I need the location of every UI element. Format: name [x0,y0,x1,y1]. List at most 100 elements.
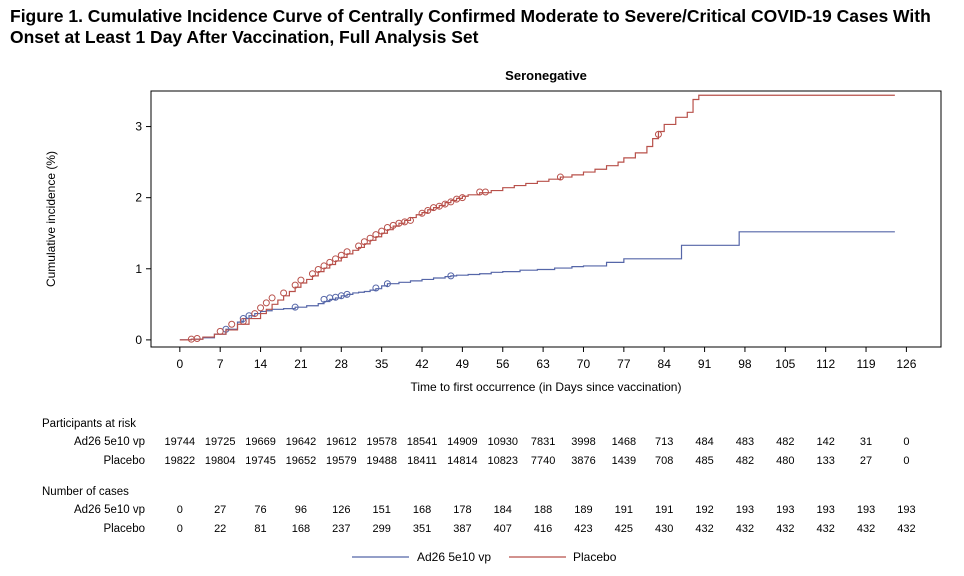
risk_table-title: Participants at risk [42,418,136,430]
risk_table-cell: 133 [816,455,834,467]
cases_table-cell: 191 [655,504,673,516]
censor-point-placebo [458,194,466,202]
cases_table-cell: 432 [776,523,794,535]
cases_table-cell: 432 [736,523,754,535]
censor-point-placebo [378,227,386,235]
censor-point-placebo [326,258,334,266]
risk_table-cell: 19578 [366,436,397,448]
risk_table-cell: 482 [736,455,754,467]
censor-point-placebo [262,299,270,307]
censor-point-placebo [291,281,299,289]
y-tick-label: 1 [135,262,142,276]
censor-point-placebo [239,317,247,325]
risk_table-cell: 19669 [245,436,276,448]
cases_table-cell: 189 [574,504,592,516]
risk_table-cell: 142 [816,436,834,448]
risk_table-cell: 19579 [326,455,357,467]
cases_table-cell: 192 [695,504,713,516]
cases_table-cell: 423 [574,523,592,535]
x-tick-label: 63 [536,357,550,371]
cases_table-cell: 0 [177,523,183,535]
censor-point-placebo [297,276,305,284]
censor-point-placebo [257,304,265,312]
risk_table-cell: 3876 [571,455,595,467]
risk_table-cell: 19725 [205,436,236,448]
risk_table-cell: 10823 [487,455,518,467]
y-tick-label: 0 [135,333,142,347]
cases_table-cell: 193 [816,504,834,516]
risk_table-cell: 7831 [531,436,555,448]
x-tick-label: 91 [698,357,712,371]
risk_table-cell: 19642 [286,436,317,448]
x-tick-label: 84 [658,357,672,371]
risk_table-cell: 485 [695,455,713,467]
x-tick-label: 0 [176,357,183,371]
cases_table-cell: 151 [372,504,390,516]
x-tick-label: 126 [896,357,916,371]
x-tick-label: 42 [415,357,429,371]
series-line-placebo [179,94,895,341]
x-tick-label: 119 [856,357,875,371]
risk_table-cell: 1439 [612,455,636,467]
risk_table-cell: 18541 [407,436,438,448]
censor-point-placebo [216,327,224,335]
censor-point-vaccine [239,315,247,323]
x-tick-label: 112 [816,357,835,371]
risk_table-cell: 483 [736,436,754,448]
cases_table-cell: 430 [655,523,673,535]
legend-label-vaccine: Ad26 5e10 vp [417,550,491,564]
cases_table-cell: 81 [254,523,266,535]
y-axis-label: Cumulative incidence (%) [44,151,58,287]
risk_table-cell: 14909 [447,436,478,448]
censor-point-placebo [366,234,374,242]
risk_table-cell: 10930 [487,436,518,448]
cases_table-cell: 407 [494,523,512,535]
cases_table-cell: 299 [372,523,390,535]
cases_table-cell: 351 [413,523,431,535]
censor-point-placebo [193,334,201,342]
censor-point-placebo [447,198,455,206]
risk_table-cell: 0 [903,436,909,448]
cases_table-cell: 425 [615,523,633,535]
x-tick-label: 49 [456,357,470,371]
cases_table-cell: 191 [615,504,633,516]
cases_table-cell: 168 [292,523,310,535]
x-tick-label: 77 [617,357,631,371]
risk_table-cell: 19488 [366,455,397,467]
censor-point-placebo [418,209,426,217]
censor-point-placebo [343,248,351,256]
x-tick-label: 7 [217,357,224,371]
risk_table-row-label: Ad26 5e10 vp [74,436,145,448]
censor-point-placebo [424,206,432,214]
censor-point-placebo [251,310,259,318]
risk_table-cell: 0 [903,455,909,467]
cases_table-cell: 184 [494,504,512,516]
censor-point-placebo [337,251,345,259]
cases_table-cell: 76 [254,504,266,516]
censor-point-placebo [654,130,662,138]
x-tick-label: 105 [775,357,795,371]
risk_table-cell: 480 [776,455,794,467]
censor-point-placebo [406,216,414,224]
risk_table-cell: 19745 [245,455,276,467]
censor-point-placebo [268,294,276,302]
cases_table-cell: 178 [453,504,471,516]
x-tick-label: 56 [496,357,510,371]
censor-point-placebo [280,289,288,297]
x-tick-label: 70 [577,357,591,371]
x-tick-label: 35 [375,357,389,371]
censor-point-vaccine [383,280,391,288]
risk_table-cell: 19744 [165,436,196,448]
risk_table-cell: 3998 [571,436,595,448]
censor-point-placebo [360,238,368,246]
cases_table-cell: 193 [897,504,915,516]
censor-point-placebo [320,262,328,270]
x-tick-label: 21 [294,357,308,371]
censor-point-placebo [308,270,316,278]
cases_table-cell: 22 [214,523,226,535]
legend-label-placebo: Placebo [573,550,617,564]
cases_table-cell: 188 [534,504,552,516]
cases_table-cell: 126 [332,504,350,516]
censor-point-placebo [228,320,236,328]
